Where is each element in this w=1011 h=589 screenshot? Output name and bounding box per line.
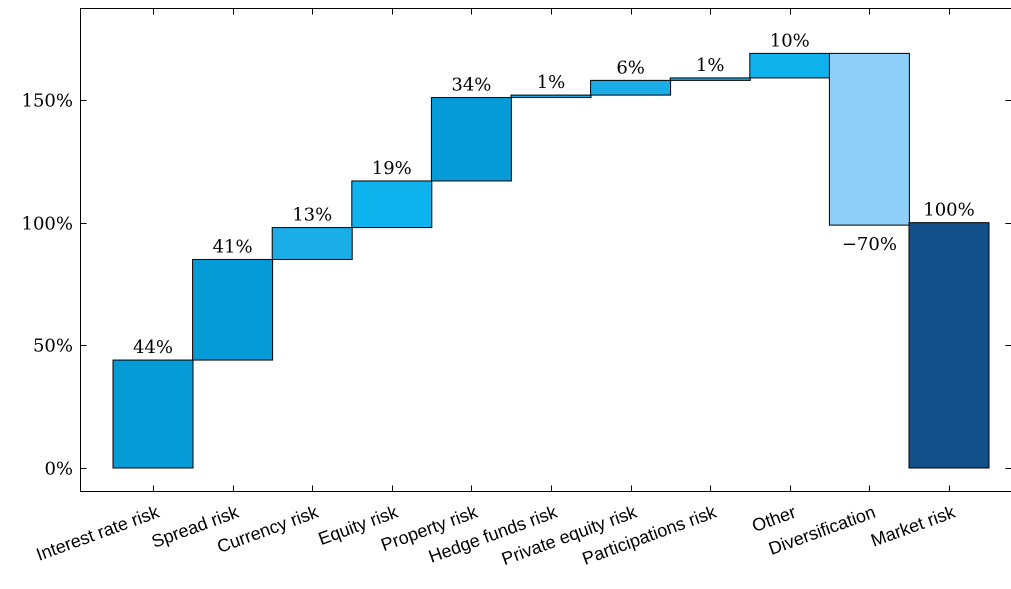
y-axis-tick-labels: 0% 50% 100% 150%	[22, 91, 73, 480]
data-label: −70%	[842, 234, 897, 255]
bar-diversification	[828, 52, 910, 226]
bar-property-risk	[430, 97, 512, 182]
bar-participations-risk	[669, 77, 751, 81]
data-label: 100%	[923, 200, 974, 221]
bar-private-equity-risk	[590, 79, 672, 96]
y-tick-label: 50%	[33, 336, 73, 357]
bar-hedge-funds-risk	[510, 94, 592, 99]
bars-group	[112, 52, 990, 469]
data-label: 1%	[537, 72, 566, 93]
data-label: 13%	[292, 205, 332, 226]
x-category-label: Market risk	[868, 501, 958, 550]
bar-interest-rate-risk	[112, 359, 194, 469]
bar-other	[749, 52, 831, 79]
y-tick-label: 100%	[22, 214, 73, 235]
y-tick-label: 150%	[22, 91, 73, 112]
data-labels: 44% 41% 13% 19% 34% 1% 6% 1% 10% −70% 100%	[133, 30, 975, 358]
x-category-label: Participations risk	[579, 501, 719, 568]
data-label: 1%	[696, 55, 725, 76]
data-label: 41%	[213, 236, 253, 257]
x-category-label: Interest rate risk	[34, 501, 163, 564]
data-label: 10%	[770, 30, 810, 51]
bar-equity-risk	[351, 180, 433, 229]
data-label: 19%	[372, 158, 412, 179]
bar-currency-risk	[271, 227, 353, 260]
bar-spread-risk	[192, 258, 274, 361]
y-tick-label: 0%	[44, 459, 73, 480]
axis-ticks	[80, 8, 1011, 492]
data-label: 44%	[133, 337, 173, 358]
data-label: 6%	[616, 57, 645, 78]
data-label: 34%	[451, 75, 491, 96]
bar-market-risk	[908, 222, 990, 469]
plot-frame	[80, 8, 1011, 492]
